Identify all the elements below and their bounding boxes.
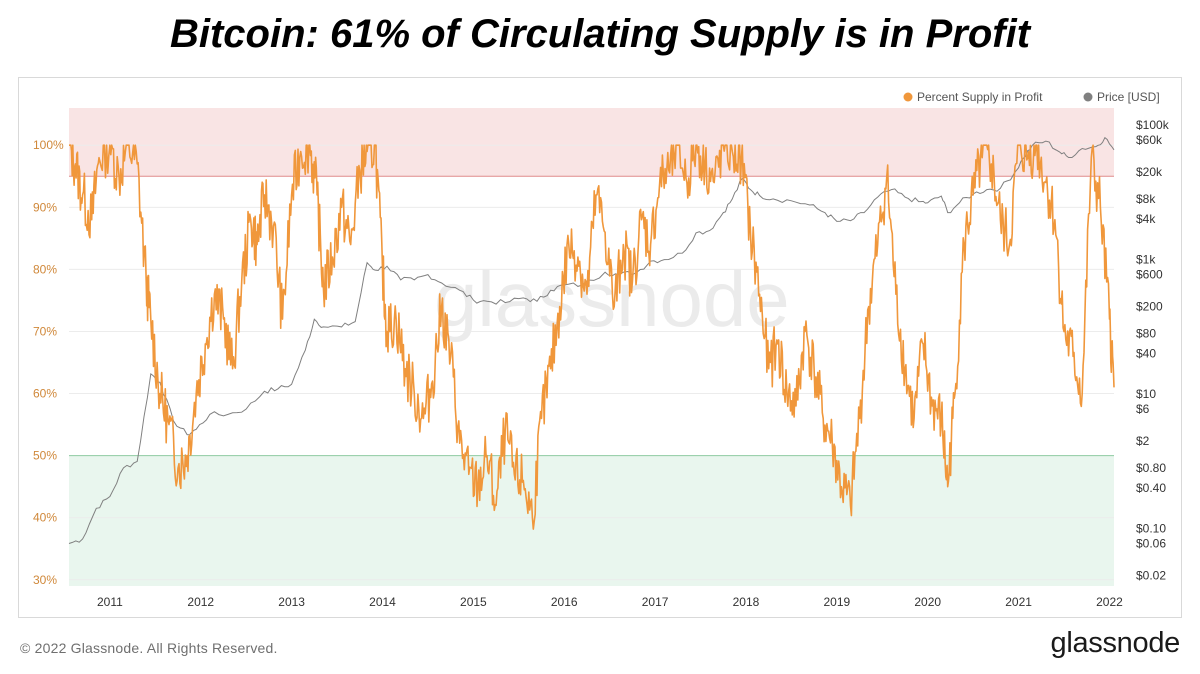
footer-brand-logo: glassnode <box>1050 627 1180 659</box>
x-tick-label: 2019 <box>823 595 850 609</box>
left-tick-label: 40% <box>33 511 57 525</box>
lower-zone-band <box>69 455 1114 586</box>
left-axis-ticks: 30% 40% 50% 60% 70% 80% 90% 100% <box>33 138 64 587</box>
left-tick-label: 80% <box>33 262 57 276</box>
right-tick-label: $100k <box>1136 118 1170 132</box>
left-tick-label: 50% <box>33 449 57 463</box>
x-tick-label: 2013 <box>278 595 305 609</box>
right-tick-label: $8k <box>1136 192 1156 206</box>
x-tick-label: 2012 <box>187 595 214 609</box>
x-tick-label: 2021 <box>1005 595 1032 609</box>
right-tick-label: $0.06 <box>1136 537 1166 551</box>
legend-label-price: Price [USD] <box>1097 90 1160 104</box>
right-tick-label: $10 <box>1136 387 1156 401</box>
right-tick-label: $80 <box>1136 326 1156 340</box>
legend: Percent Supply in Profit Price [USD] <box>903 90 1160 104</box>
chart-svg: glassnode 30%40%50%60%70%80%90%100% $100… <box>33 90 1170 609</box>
right-tick-label: $4k <box>1136 212 1156 226</box>
right-tick-label: $2 <box>1136 434 1150 448</box>
right-tick-label: $40 <box>1136 347 1156 361</box>
left-tick-label: 60% <box>33 387 57 401</box>
right-tick-label: $0.10 <box>1136 522 1166 536</box>
right-tick-label: $0.02 <box>1136 569 1166 583</box>
x-tick-label: 2011 <box>97 595 123 609</box>
left-tick-label: 90% <box>33 200 57 214</box>
x-tick-label: 2020 <box>914 595 941 609</box>
x-tick-label: 2015 <box>460 595 487 609</box>
left-tick-label: 30% <box>33 573 57 587</box>
right-tick-label: $6 <box>1136 402 1150 416</box>
supply-series-line <box>68 144 1115 530</box>
x-axis-ticks: 2011 2012 2013 2014 2015 2016 2017 2018 2019 2020… <box>97 595 1123 609</box>
page-title: Bitcoin: 61% of Circulating Supply is in… <box>169 12 1031 56</box>
right-tick-label: $0.80 <box>1136 461 1166 475</box>
x-tick-label: 2022 <box>1096 595 1123 609</box>
right-tick-label: $0.40 <box>1136 481 1166 495</box>
x-tick-label: 2016 <box>551 595 578 609</box>
legend-swatch-supply <box>903 92 913 102</box>
right-tick-label: $1k <box>1136 253 1156 267</box>
x-tick-label: 2017 <box>642 595 669 609</box>
right-axis-ticks: $100k$60k$20k$8k$4k$1k$600$200$80$40$10$… <box>1136 118 1170 582</box>
right-tick-label: $200 <box>1136 300 1163 314</box>
footer-copyright: © 2022 Glassnode. All Rights Reserved. <box>20 640 278 656</box>
x-tick-label: 2018 <box>733 595 760 609</box>
legend-label-supply: Percent Supply in Profit <box>917 90 1043 104</box>
x-tick-label: 2014 <box>369 595 396 609</box>
right-tick-label: $60k <box>1136 133 1163 147</box>
right-tick-label: $20k <box>1136 165 1163 179</box>
left-tick-label: 100% <box>33 138 64 152</box>
left-tick-label: 70% <box>33 324 57 338</box>
chart-frame: glassnode 30% 40% 50% 60% 70% 80% 90% 100% $100… <box>18 77 1182 618</box>
right-tick-label: $600 <box>1136 268 1163 282</box>
legend-swatch-price <box>1083 92 1093 102</box>
upper-zone-band <box>69 108 1114 177</box>
